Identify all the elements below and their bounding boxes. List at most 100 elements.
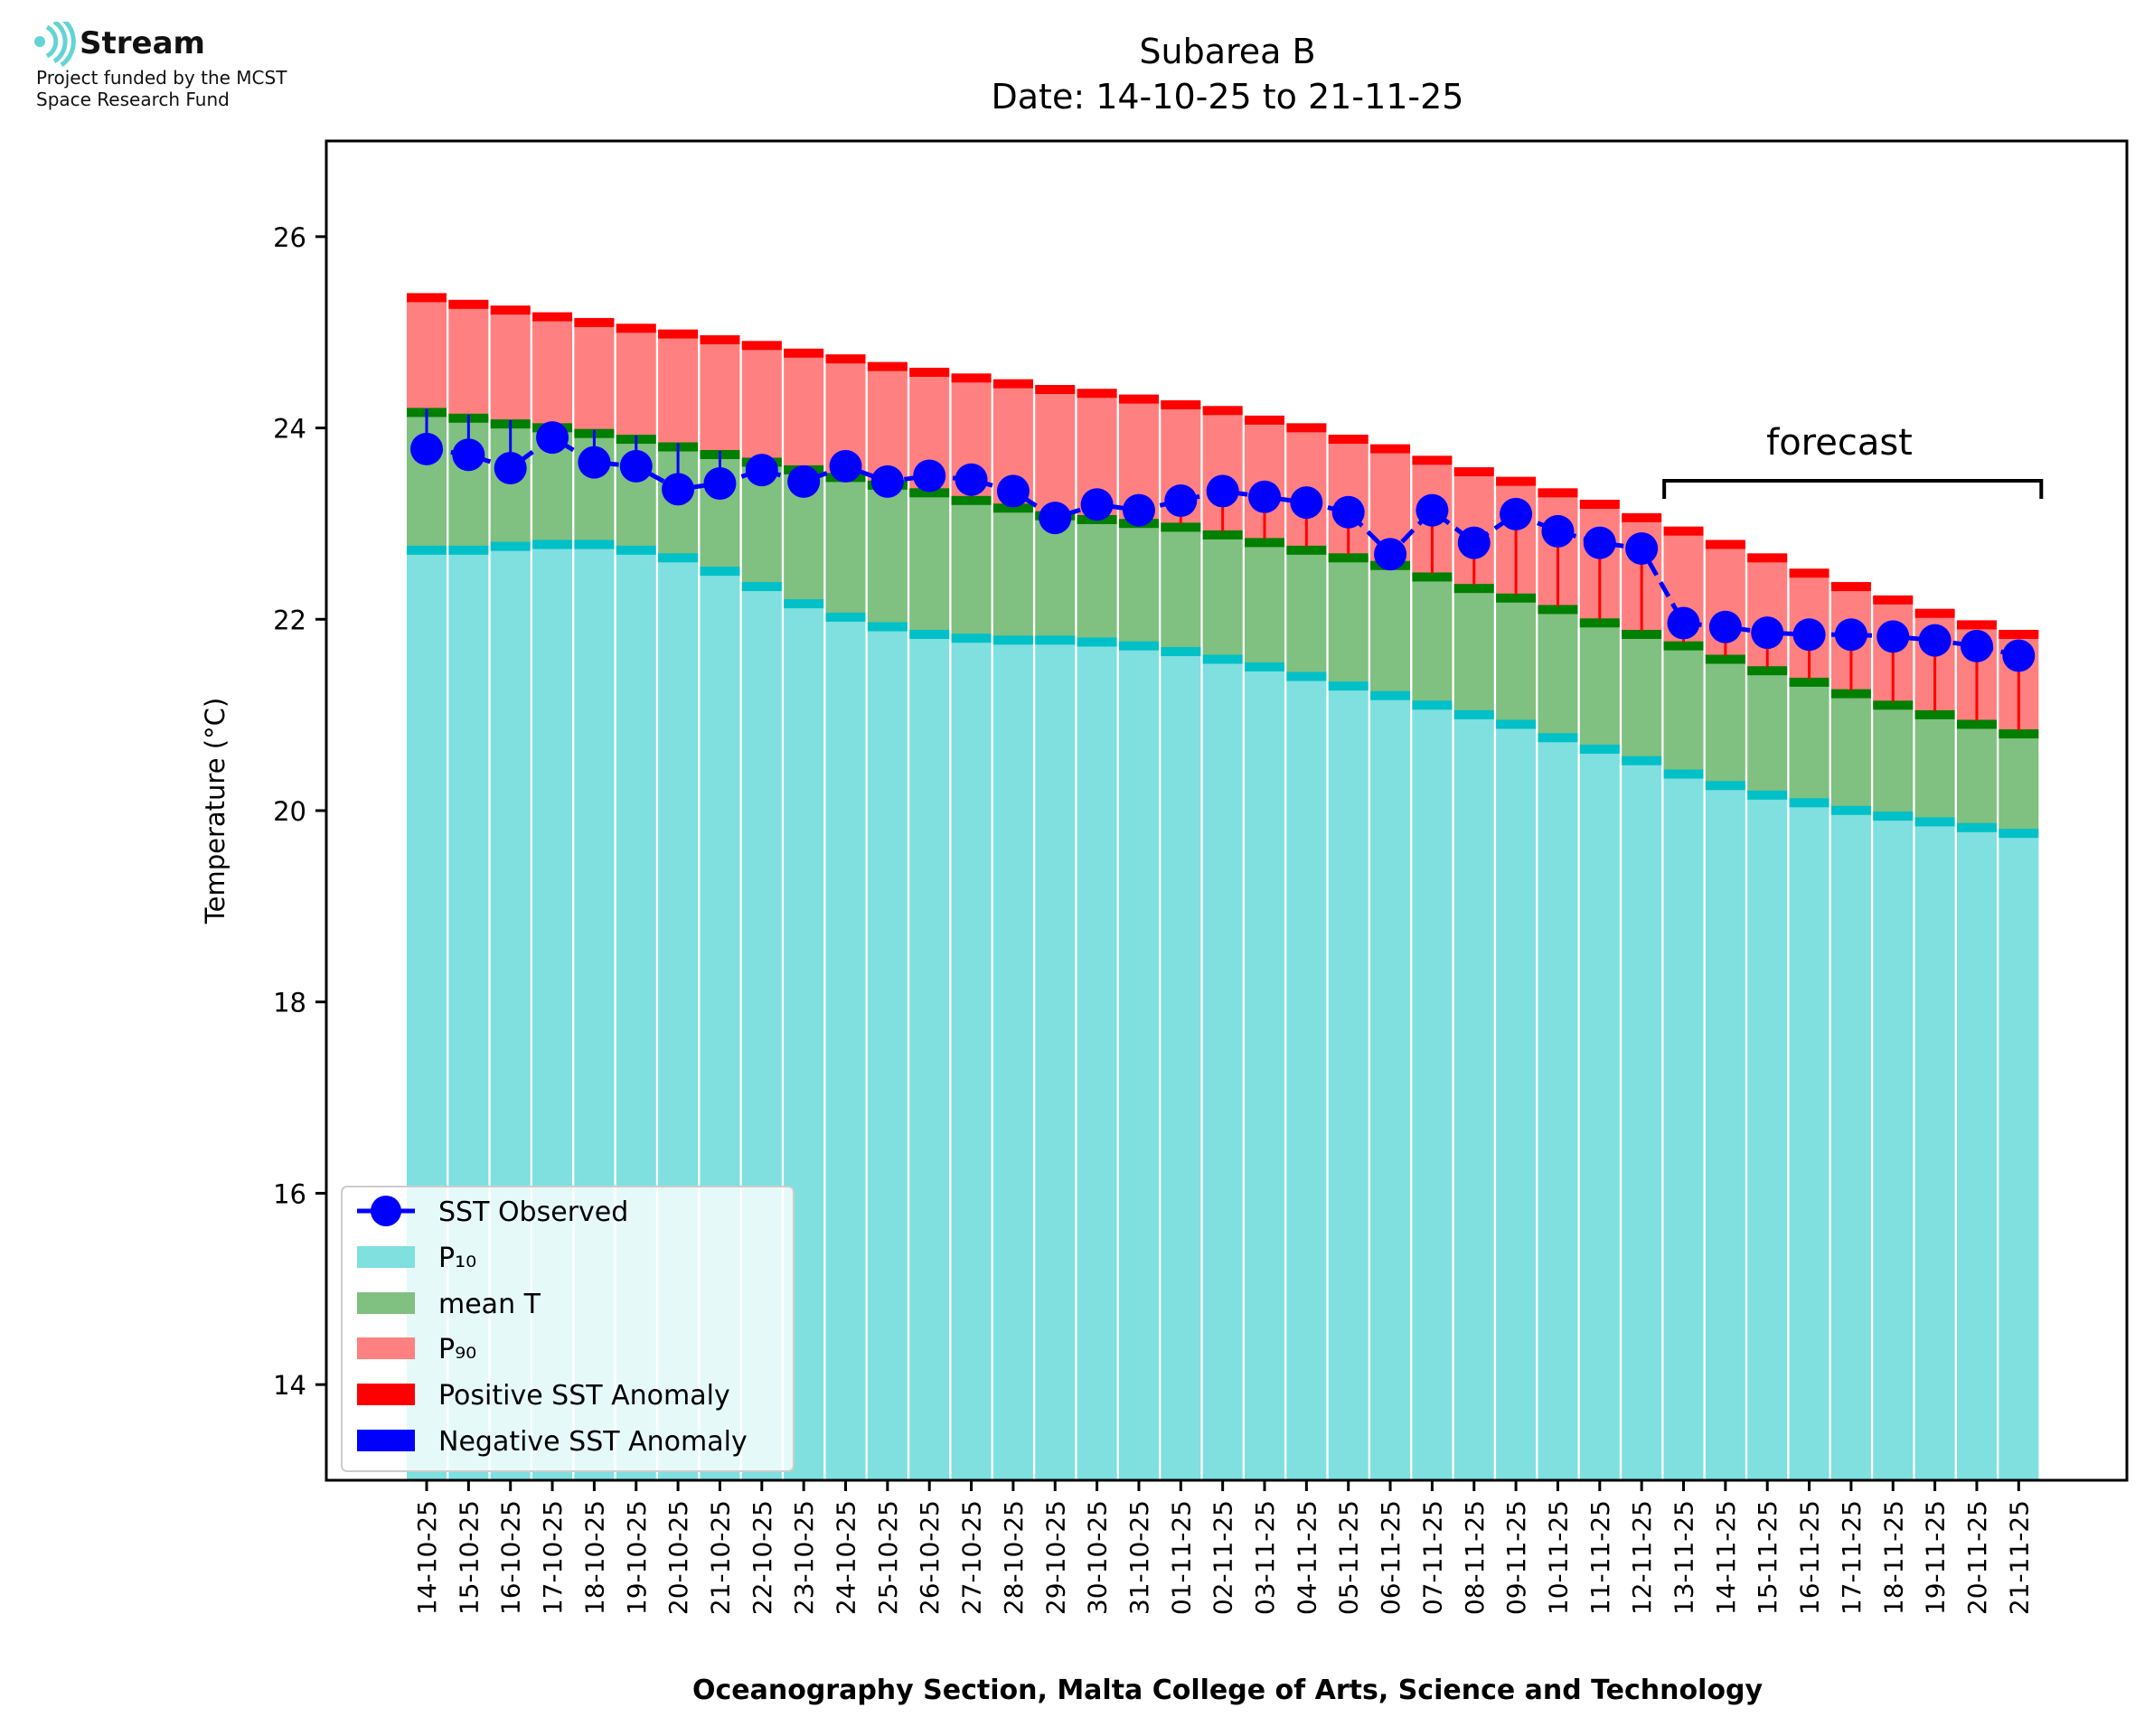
x-tick-label: 27-10-25 bbox=[957, 1500, 987, 1615]
y-tick-label: 16 bbox=[273, 1178, 306, 1209]
mean-cap bbox=[909, 488, 950, 498]
sst-observed-point bbox=[1164, 484, 1198, 518]
p10-cap bbox=[1496, 719, 1537, 729]
x-axis: 14-10-25 15-10-25 16-10-25 17-10-25 18-10-25… bbox=[412, 1480, 2034, 1615]
p90-cap bbox=[574, 317, 615, 327]
sst-observed-point bbox=[1541, 514, 1575, 548]
p10-bar bbox=[1830, 806, 1871, 1480]
mean-cap bbox=[1161, 522, 1201, 532]
p90-bar bbox=[407, 294, 447, 409]
p90-cap bbox=[700, 334, 740, 344]
y-tick-label: 14 bbox=[273, 1370, 306, 1401]
p90-cap bbox=[1622, 512, 1662, 522]
p10-bar bbox=[1747, 791, 1788, 1480]
mean-bar bbox=[1830, 690, 1871, 807]
x-tick-label: 01-11-25 bbox=[1166, 1500, 1196, 1615]
mean-cap bbox=[1622, 629, 1662, 639]
mean-bar bbox=[1663, 642, 1704, 771]
mean-bar bbox=[825, 474, 866, 614]
sst-observed-point bbox=[1960, 629, 1993, 662]
x-tick-label: 30-10-25 bbox=[1083, 1500, 1113, 1615]
mean-bar bbox=[909, 489, 950, 631]
x-tick-label: 06-11-25 bbox=[1376, 1500, 1406, 1615]
mean-cap bbox=[951, 495, 992, 505]
mean-bar bbox=[1999, 730, 2039, 830]
p90-cap bbox=[1035, 384, 1076, 394]
p90-cap bbox=[867, 361, 908, 371]
mean-cap bbox=[1789, 677, 1829, 687]
p10-cap bbox=[1579, 745, 1620, 755]
sst-observed-point bbox=[745, 454, 778, 487]
legend: SST Observed P₁₀ mean T P₉₀ Positive SST Ano… bbox=[341, 1186, 795, 1472]
p10-cap bbox=[1914, 817, 1955, 827]
p90-cap bbox=[909, 367, 950, 377]
p90-bar bbox=[658, 330, 699, 444]
x-tick-label: 28-10-25 bbox=[999, 1500, 1029, 1615]
p90-bar bbox=[741, 342, 782, 459]
x-tick-label: 11-11-25 bbox=[1585, 1500, 1615, 1615]
p10-cap bbox=[490, 541, 531, 551]
sst-observed-point bbox=[913, 459, 946, 493]
p90-bar bbox=[574, 318, 615, 430]
legend-label: P₁₀ bbox=[438, 1243, 476, 1274]
y-tick-label: 24 bbox=[273, 414, 306, 445]
sst-observed-point bbox=[703, 466, 737, 500]
p90-bar bbox=[784, 349, 824, 466]
x-tick-label: 05-11-25 bbox=[1334, 1500, 1364, 1615]
y-axis-label: Temperature (°C) bbox=[200, 698, 230, 924]
stream-waves-icon bbox=[34, 22, 76, 67]
p90-bar bbox=[490, 306, 531, 421]
sst-observed-point bbox=[1080, 488, 1114, 521]
sst-observed-point bbox=[578, 446, 611, 479]
p10-cap bbox=[1328, 681, 1369, 691]
mean-cap bbox=[992, 503, 1033, 513]
p10-cap bbox=[574, 540, 615, 549]
x-tick-label: 17-10-25 bbox=[538, 1500, 568, 1615]
p10-bar bbox=[951, 634, 992, 1480]
mean-cap bbox=[1579, 618, 1620, 628]
legend-swatch bbox=[357, 1430, 415, 1451]
y-tick-label: 20 bbox=[273, 796, 306, 827]
sst-observed-point bbox=[1290, 486, 1323, 520]
p10-cap bbox=[1873, 812, 1914, 821]
p90-cap bbox=[1453, 467, 1494, 477]
mean-cap bbox=[1914, 709, 1955, 719]
mean-bar bbox=[1118, 520, 1159, 643]
mean-cap bbox=[1202, 530, 1243, 540]
p10-bar bbox=[1579, 746, 1620, 1480]
sst-observed-point bbox=[536, 421, 569, 455]
legend-label: mean T bbox=[438, 1289, 541, 1320]
x-tick-label: 10-11-25 bbox=[1543, 1500, 1573, 1615]
mean-cap bbox=[1412, 572, 1453, 582]
sst-observed-point bbox=[1500, 497, 1533, 530]
x-tick-label: 20-10-25 bbox=[663, 1500, 693, 1615]
p10-cap bbox=[407, 545, 447, 555]
p10-bar bbox=[1412, 701, 1453, 1480]
p90-cap bbox=[784, 348, 824, 358]
mean-bar bbox=[867, 481, 908, 624]
p90-cap bbox=[825, 354, 866, 364]
sst-observed-point bbox=[1583, 526, 1616, 559]
mean-cap bbox=[1496, 593, 1537, 603]
mean-cap bbox=[1245, 538, 1284, 548]
p10-bar bbox=[1914, 818, 1955, 1480]
p10-bar bbox=[1663, 770, 1704, 1480]
mean-bar bbox=[1747, 667, 1788, 792]
mean-bar bbox=[1245, 539, 1284, 663]
p90-bar bbox=[448, 300, 489, 415]
p10-cap bbox=[1077, 637, 1117, 647]
sst-observed-point bbox=[1122, 493, 1155, 527]
y-tick-label: 18 bbox=[273, 988, 306, 1018]
sst-observed-point bbox=[1708, 610, 1742, 643]
legend-label: SST Observed bbox=[438, 1196, 628, 1228]
p10-bar bbox=[1035, 636, 1076, 1480]
mean-cap bbox=[1873, 700, 1914, 710]
p90-cap bbox=[1789, 568, 1829, 578]
x-tick-label: 18-11-25 bbox=[1878, 1500, 1908, 1615]
p10-cap bbox=[1999, 829, 2039, 839]
p10-cap bbox=[1747, 790, 1788, 800]
p90-cap bbox=[616, 324, 656, 333]
observed-layer bbox=[410, 421, 2036, 672]
p10-bar bbox=[1328, 682, 1369, 1480]
